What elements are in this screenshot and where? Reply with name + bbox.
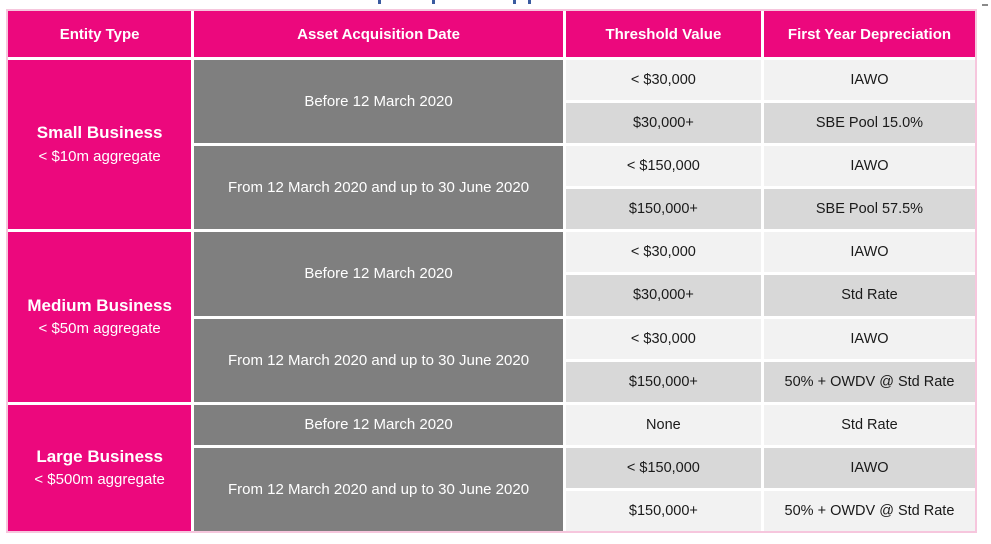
threshold-cell: < $150,000 xyxy=(565,447,761,488)
depreciation-cell: IAWO xyxy=(763,232,975,273)
edge-artifact xyxy=(982,4,988,6)
depreciation-cell: Std Rate xyxy=(763,275,975,316)
depreciation-cell: 50% + OWDV @ Std Rate xyxy=(763,361,975,402)
threshold-cell: $30,000+ xyxy=(565,103,761,144)
threshold-cell: < $30,000 xyxy=(565,232,761,273)
entity-name: Small Business xyxy=(36,123,163,143)
entity-aggregate: < $500m aggregate xyxy=(34,471,165,489)
threshold-cell: < $150,000 xyxy=(565,146,761,187)
depreciation-cell: 50% + OWDV @ Std Rate xyxy=(763,490,975,531)
depreciation-cell: IAWO xyxy=(763,60,975,101)
date-cell: Before 12 March 2020 xyxy=(194,232,563,316)
depreciation-cell: IAWO xyxy=(763,447,975,488)
date-cell: From 12 March 2020 and up to 30 June 202… xyxy=(194,146,563,230)
entity-name: Medium Business xyxy=(27,295,172,315)
header-cell-asset-acquisition-date: Asset Acquisition Date xyxy=(194,11,563,57)
date-cell: From 12 March 2020 and up to 30 June 202… xyxy=(194,318,563,402)
entity-cell-large-business: Large Business < $500m aggregate xyxy=(8,404,192,531)
cropped-text-artifact xyxy=(432,0,435,4)
date-cell: Before 12 March 2020 xyxy=(194,60,563,144)
threshold-cell: $150,000+ xyxy=(565,361,761,402)
depreciation-cell: SBE Pool 15.0% xyxy=(763,103,975,144)
threshold-cell: None xyxy=(565,404,761,445)
header-cell-entity-type: Entity Type xyxy=(8,11,192,57)
threshold-cell: < $30,000 xyxy=(565,318,761,359)
cropped-text-artifact xyxy=(528,0,531,4)
depreciation-cell: SBE Pool 57.5% xyxy=(763,189,975,230)
depreciation-rules-table: Entity Type Asset Acquisition Date Thres… xyxy=(6,9,977,533)
date-cell: Before 12 March 2020 xyxy=(194,404,563,445)
depreciation-cell: IAWO xyxy=(763,318,975,359)
threshold-cell: $150,000+ xyxy=(565,490,761,531)
entity-name: Large Business xyxy=(36,446,163,466)
threshold-cell: $30,000+ xyxy=(565,275,761,316)
entity-cell-medium-business: Medium Business < $50m aggregate xyxy=(8,232,192,402)
entity-aggregate: < $10m aggregate xyxy=(38,148,161,166)
cropped-text-artifact xyxy=(513,0,516,4)
entity-cell-small-business: Small Business < $10m aggregate xyxy=(8,60,192,230)
threshold-cell: $150,000+ xyxy=(565,189,761,230)
entity-aggregate: < $50m aggregate xyxy=(38,320,161,338)
date-cell: From 12 March 2020 and up to 30 June 202… xyxy=(194,447,563,531)
header-cell-threshold-value: Threshold Value xyxy=(565,11,761,57)
threshold-cell: < $30,000 xyxy=(565,60,761,101)
depreciation-cell: IAWO xyxy=(763,146,975,187)
depreciation-cell: Std Rate xyxy=(763,404,975,445)
cropped-text-artifact xyxy=(378,0,381,4)
header-cell-first-year-depreciation: First Year Depreciation xyxy=(763,11,975,57)
